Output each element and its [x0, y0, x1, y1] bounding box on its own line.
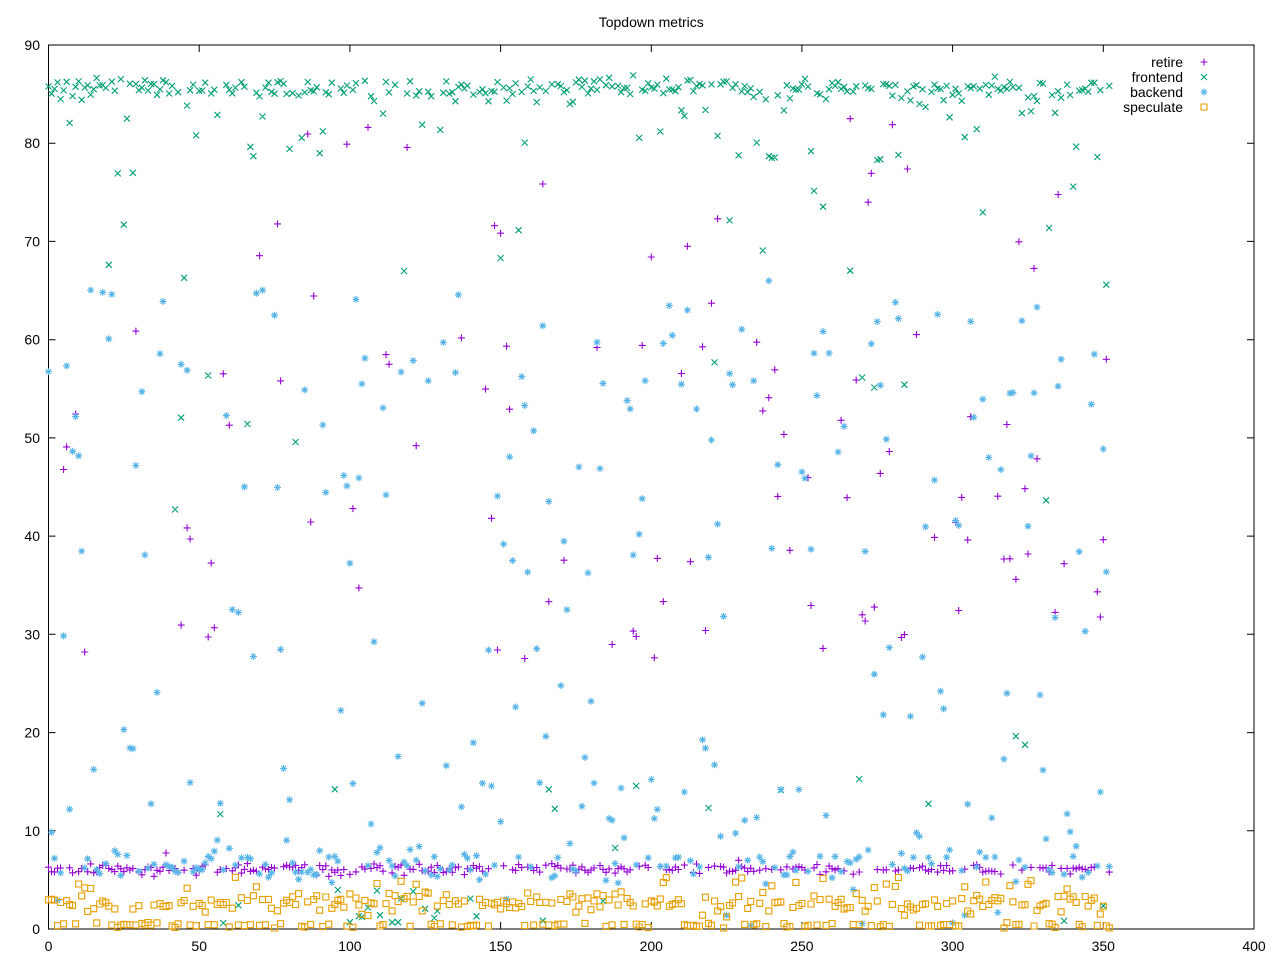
y-tick-label: 80 [24, 135, 40, 151]
y-tick-label: 90 [24, 37, 40, 53]
legend-marker-retire [1200, 58, 1208, 66]
x-tick-label: 400 [1242, 938, 1266, 954]
series-backend-points [45, 277, 1113, 929]
legend-marker-frontend [1200, 73, 1208, 81]
series-retire-points [45, 115, 1113, 880]
y-tick-label: 70 [24, 233, 40, 249]
x-tick-label: 250 [790, 938, 814, 954]
y-tick-label: 40 [24, 528, 40, 544]
x-tick-label: 300 [941, 938, 965, 954]
legend-label-frontend: frontend [1132, 69, 1183, 85]
series-frontend-points [45, 72, 1113, 927]
y-tick-label: 20 [24, 725, 40, 741]
y-tick-label: 10 [24, 823, 40, 839]
x-tick-label: 50 [191, 938, 207, 954]
x-tick-label: 150 [489, 938, 513, 954]
x-tick-label: 350 [1092, 938, 1116, 954]
x-tick-label: 200 [640, 938, 664, 954]
legend-label-backend: backend [1130, 84, 1183, 100]
chart-title: Topdown metrics [599, 14, 704, 30]
legend-marker-backend [1200, 88, 1208, 96]
y-tick-label: 50 [24, 430, 40, 446]
legend-label-speculate: speculate [1123, 99, 1183, 115]
x-tick-label: 0 [45, 938, 53, 954]
y-tick-label: 60 [24, 332, 40, 348]
series-speculate-points [44, 873, 1113, 932]
y-tick-label: 30 [24, 626, 40, 642]
legend-marker-speculate [1200, 103, 1208, 111]
plot-border [48, 44, 1255, 930]
legend-label-retire: retire [1151, 54, 1183, 70]
y-tick-label: 0 [32, 921, 40, 937]
x-tick-label: 100 [338, 938, 362, 954]
